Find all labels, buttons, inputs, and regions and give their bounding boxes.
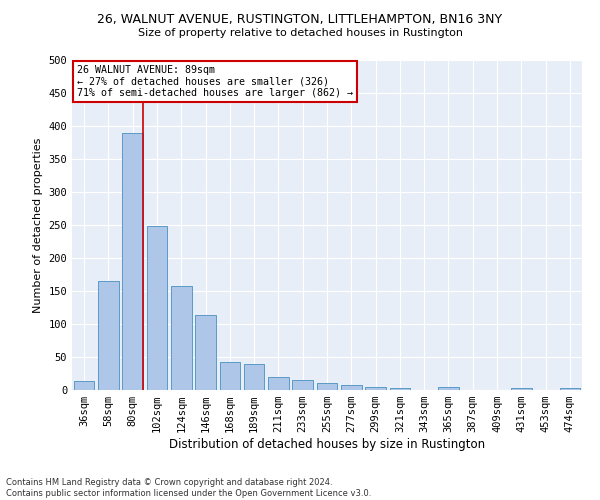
- Bar: [171, 286, 191, 390]
- Bar: [560, 388, 580, 390]
- Bar: [74, 381, 94, 390]
- Text: Size of property relative to detached houses in Rustington: Size of property relative to detached ho…: [137, 28, 463, 38]
- Bar: [389, 388, 410, 390]
- Bar: [268, 378, 289, 390]
- Text: Contains HM Land Registry data © Crown copyright and database right 2024.
Contai: Contains HM Land Registry data © Crown c…: [6, 478, 371, 498]
- Y-axis label: Number of detached properties: Number of detached properties: [33, 138, 43, 312]
- Text: 26 WALNUT AVENUE: 89sqm
← 27% of detached houses are smaller (326)
71% of semi-d: 26 WALNUT AVENUE: 89sqm ← 27% of detache…: [77, 65, 353, 98]
- Bar: [220, 362, 240, 390]
- Bar: [122, 132, 143, 390]
- Bar: [195, 316, 216, 390]
- Text: 26, WALNUT AVENUE, RUSTINGTON, LITTLEHAMPTON, BN16 3NY: 26, WALNUT AVENUE, RUSTINGTON, LITTLEHAM…: [97, 12, 503, 26]
- Bar: [511, 388, 532, 390]
- Bar: [98, 281, 119, 390]
- Bar: [146, 226, 167, 390]
- Bar: [341, 386, 362, 390]
- Bar: [244, 364, 265, 390]
- Bar: [365, 386, 386, 390]
- X-axis label: Distribution of detached houses by size in Rustington: Distribution of detached houses by size …: [169, 438, 485, 451]
- Bar: [317, 384, 337, 390]
- Bar: [292, 380, 313, 390]
- Bar: [438, 386, 459, 390]
